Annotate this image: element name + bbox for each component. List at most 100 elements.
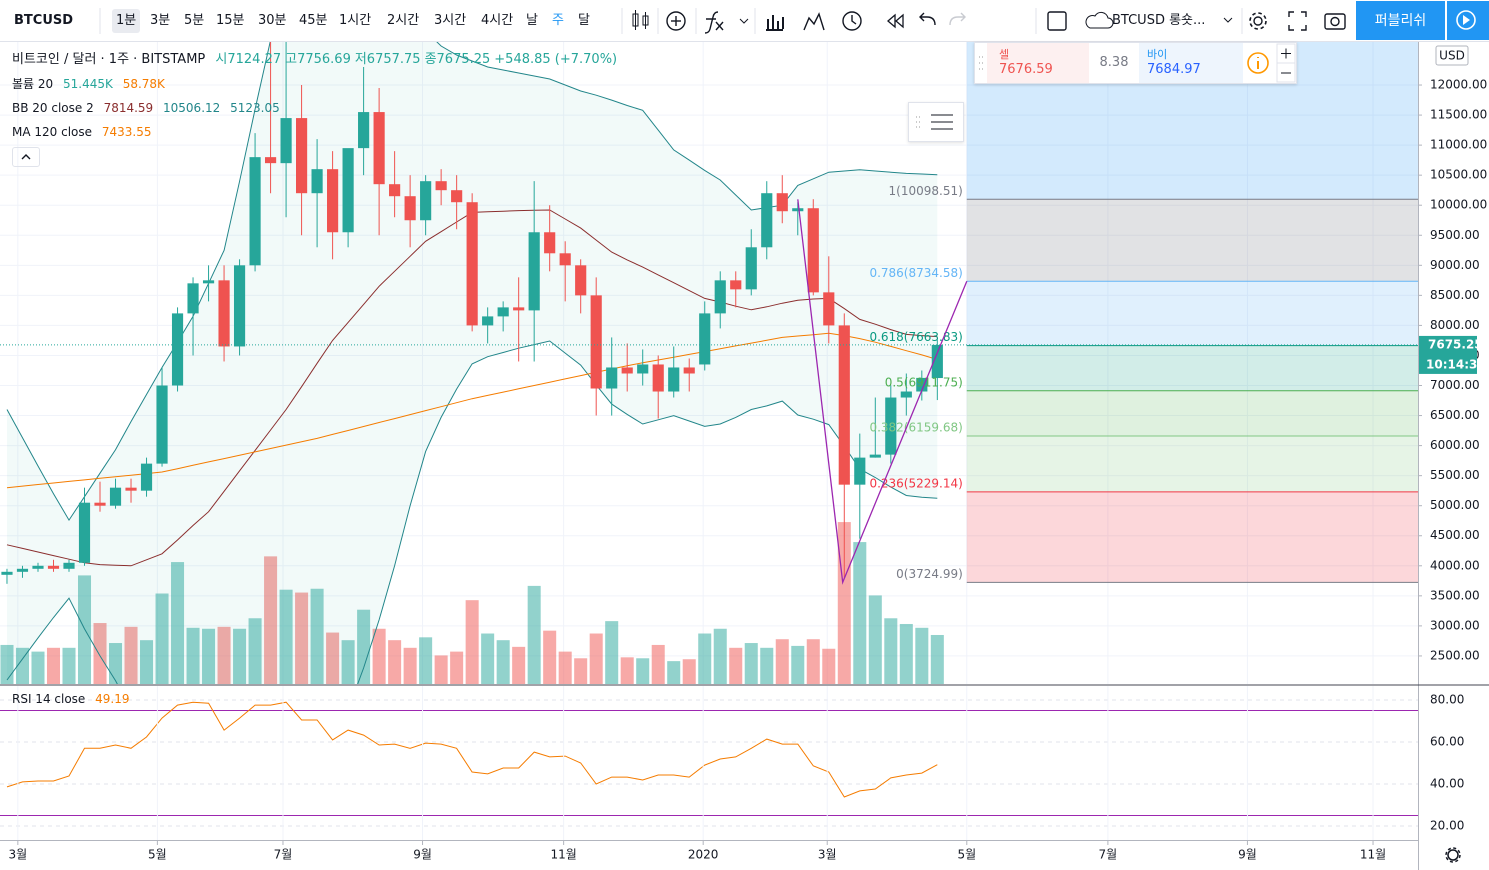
volume-bar [109, 643, 123, 684]
volume-bar [651, 644, 665, 684]
interval-button[interactable]: 5분 [184, 13, 205, 28]
rsi-tick-label: 60.00 [1430, 735, 1464, 749]
sell-button[interactable]: 셀 7676.59 [987, 43, 1089, 83]
candle-body [885, 397, 897, 455]
compare-icon[interactable] [666, 11, 686, 31]
compare-symbol[interactable]: BTCUSD 롱숏... [1112, 13, 1206, 28]
plus-button[interactable] [1276, 43, 1296, 64]
minus-button[interactable] [1276, 62, 1296, 83]
legend-row: 비트코인 / 달러 · 1주 · BITSTAMP 시7124.27 고7756.… [12, 48, 627, 72]
volume-bar [93, 623, 107, 684]
ma-line [6, 332, 938, 489]
play-icon[interactable] [1456, 10, 1476, 30]
interval-button[interactable]: 날 [526, 13, 538, 28]
y-tick-label: 12000.00 [1430, 78, 1487, 92]
fib-zone [966, 199, 1418, 282]
alert-icon[interactable] [842, 11, 862, 31]
indicator-value: 51.445K [63, 77, 113, 91]
y-tick-label: 4500.00 [1430, 528, 1480, 542]
interval-button[interactable]: 달 [578, 13, 590, 28]
layout-icon[interactable] [1047, 11, 1067, 31]
volume-bar [512, 646, 526, 684]
settings-icon[interactable] [1445, 847, 1461, 863]
chart-type-icon[interactable] [632, 10, 649, 30]
volume-bar [450, 651, 464, 684]
buy-label: 바이 [1147, 48, 1168, 61]
symbol[interactable]: BTCUSD [14, 13, 74, 28]
interval-button[interactable]: 30분 [258, 13, 287, 28]
y-tick-label: 8500.00 [1430, 288, 1480, 302]
candle-body [249, 157, 261, 266]
candle-body [714, 280, 726, 314]
candle-body [202, 280, 215, 284]
volume-bar [233, 628, 247, 684]
candle-body [264, 157, 277, 164]
volume-bar [388, 640, 402, 684]
indicators-icon[interactable] [704, 11, 749, 34]
interval-button[interactable]: 15분 [216, 13, 245, 28]
fib-label: 0(3724.99) [896, 567, 963, 581]
settings-button[interactable] [1249, 12, 1267, 30]
candle-body [652, 364, 664, 392]
spread: 8.38 [1099, 55, 1129, 70]
bb-lower [6, 340, 938, 684]
info-icon[interactable] [1247, 52, 1269, 74]
currency-box [1435, 45, 1469, 66]
templates-icon[interactable] [766, 15, 784, 31]
fullscreen-button[interactable] [1288, 11, 1307, 31]
candle-body [327, 169, 339, 233]
interval-button[interactable]: 3분 [150, 13, 171, 28]
interval-button[interactable]: 1시간 [339, 13, 372, 28]
undo-icon[interactable] [919, 12, 936, 26]
interval-button[interactable]: 45분 [299, 13, 328, 28]
volume-bar [667, 661, 681, 684]
snapshot-button[interactable] [1324, 13, 1346, 30]
sell-price: 7676.59 [999, 62, 1053, 77]
y-tick-label: 10000.00 [1430, 198, 1487, 212]
x-tick-label: 5월 [957, 848, 976, 862]
volume-bar [775, 639, 789, 684]
rsi-tick-label: 80.00 [1430, 693, 1464, 707]
indicator-value: 10506.12 [163, 101, 221, 115]
buy-button[interactable]: 바이 7684.97 [1139, 43, 1243, 83]
interval-button[interactable]: 주 [552, 13, 564, 28]
volume-bar [295, 592, 309, 684]
ohlc-value: 종7675.25 [424, 52, 491, 67]
interval-button[interactable]: 4시간 [481, 13, 514, 28]
candle-body [513, 307, 525, 311]
legend-row: BB 20 close 2 7814.59 10506.12 5123.05 [12, 96, 627, 120]
indicator-value: 7433.55 [101, 125, 152, 139]
interval-button[interactable]: 1분 [112, 9, 141, 33]
financials-icon[interactable] [803, 12, 825, 31]
fib-label: 0.618(7663.83) [869, 330, 962, 344]
play-button-bg[interactable] [1447, 1, 1489, 40]
indicator-name: 볼륨 20 [12, 77, 54, 91]
candle-body [16, 568, 29, 572]
volume-bar [279, 589, 293, 684]
object-tree-button[interactable] [908, 102, 964, 142]
candle-body [575, 265, 587, 296]
play-icon[interactable] [1463, 15, 1470, 25]
indicator-value: 5123.05 [230, 101, 280, 115]
redo-icon[interactable] [949, 12, 966, 26]
volume-bar [264, 556, 278, 684]
x-tick-label: 3월 [818, 848, 837, 862]
candle-body [140, 463, 153, 491]
candle-body [869, 454, 881, 458]
candle-body [47, 565, 60, 569]
interval-button[interactable]: 2시간 [387, 13, 420, 28]
volume-bar [217, 626, 231, 684]
ohlc-value: 시7124.27 [215, 52, 282, 67]
replay-icon[interactable] [887, 13, 904, 29]
candle-body [358, 112, 370, 149]
candle-body [311, 169, 323, 194]
publish-button[interactable]: 퍼블리쉬 [1374, 13, 1427, 29]
collapse-button[interactable] [12, 147, 40, 167]
volume-bar [713, 628, 727, 684]
volume-bar [791, 645, 805, 684]
candle-body [482, 316, 494, 326]
candle-body [373, 112, 385, 185]
interval-button[interactable]: 3시간 [434, 13, 467, 28]
y-tick-label: 2500.00 [1430, 648, 1480, 662]
